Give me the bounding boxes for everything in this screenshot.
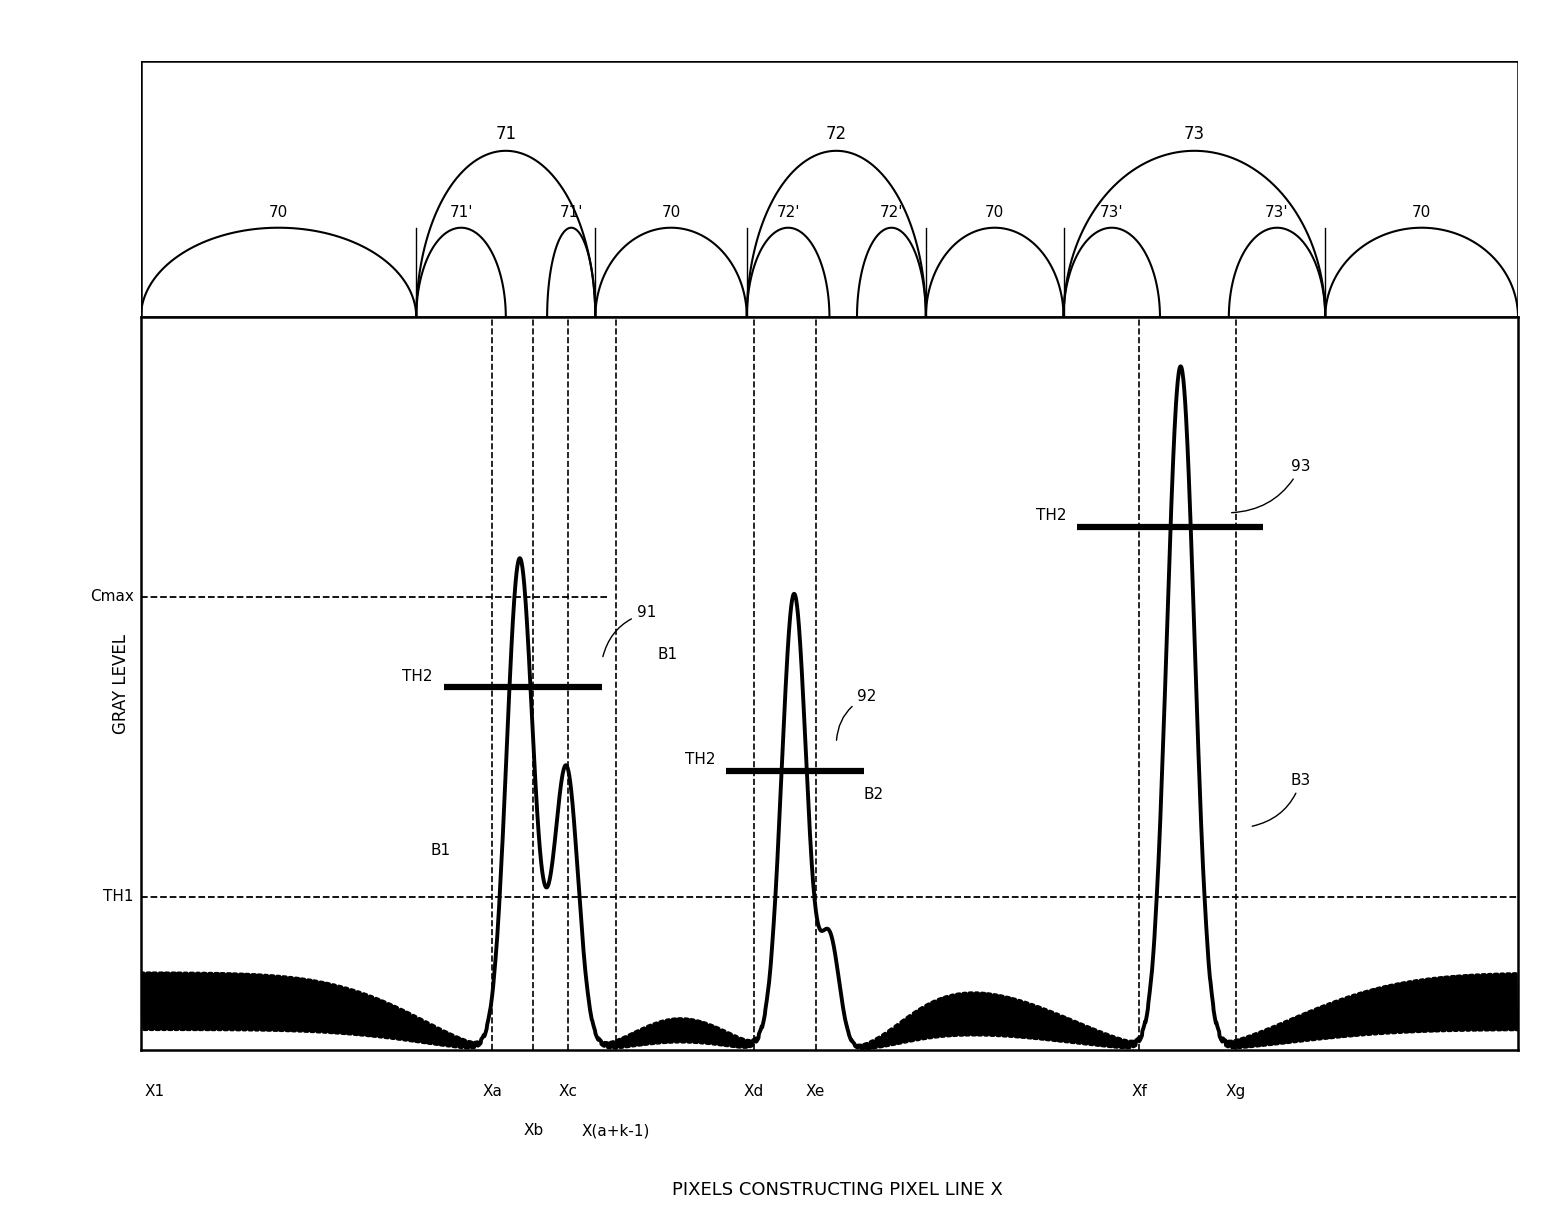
- Text: 93: 93: [1232, 459, 1310, 513]
- Y-axis label: GRAY LEVEL: GRAY LEVEL: [111, 634, 130, 734]
- Text: Xc: Xc: [559, 1084, 577, 1099]
- Text: 73': 73': [1265, 205, 1290, 220]
- Text: 72': 72': [776, 205, 800, 220]
- Text: 70: 70: [984, 205, 1005, 220]
- Text: Xd: Xd: [743, 1084, 764, 1099]
- Text: 71': 71': [449, 205, 473, 220]
- Text: 72: 72: [826, 125, 847, 143]
- Text: TH1: TH1: [103, 889, 135, 904]
- Text: 72': 72': [880, 205, 903, 220]
- Text: Cmax: Cmax: [91, 589, 135, 604]
- Text: 73': 73': [1100, 205, 1124, 220]
- Text: B2: B2: [864, 786, 884, 802]
- Text: Xf: Xf: [1131, 1084, 1147, 1099]
- Text: 71': 71': [559, 205, 584, 220]
- Text: 71: 71: [495, 125, 516, 143]
- Text: X(a+k-1): X(a+k-1): [582, 1123, 649, 1138]
- Text: Xe: Xe: [806, 1084, 825, 1099]
- Text: TH2: TH2: [402, 669, 434, 684]
- Text: Xg: Xg: [1225, 1084, 1246, 1099]
- Text: PIXELS CONSTRUCTING PIXEL LINE X: PIXELS CONSTRUCTING PIXEL LINE X: [671, 1182, 1003, 1199]
- Text: 70: 70: [1412, 205, 1432, 220]
- Text: 70: 70: [662, 205, 681, 220]
- Text: B3: B3: [1252, 773, 1311, 827]
- Text: TH2: TH2: [684, 752, 715, 768]
- Text: Xa: Xa: [482, 1084, 502, 1099]
- Text: 73: 73: [1183, 125, 1205, 143]
- Text: 91: 91: [603, 606, 656, 657]
- Text: Xb: Xb: [523, 1123, 543, 1138]
- Text: X1: X1: [144, 1084, 164, 1099]
- Text: TH2: TH2: [1036, 508, 1066, 524]
- Text: B1: B1: [430, 842, 451, 857]
- Text: 70: 70: [269, 205, 288, 220]
- Text: 92: 92: [837, 689, 876, 740]
- Text: B1: B1: [657, 647, 678, 662]
